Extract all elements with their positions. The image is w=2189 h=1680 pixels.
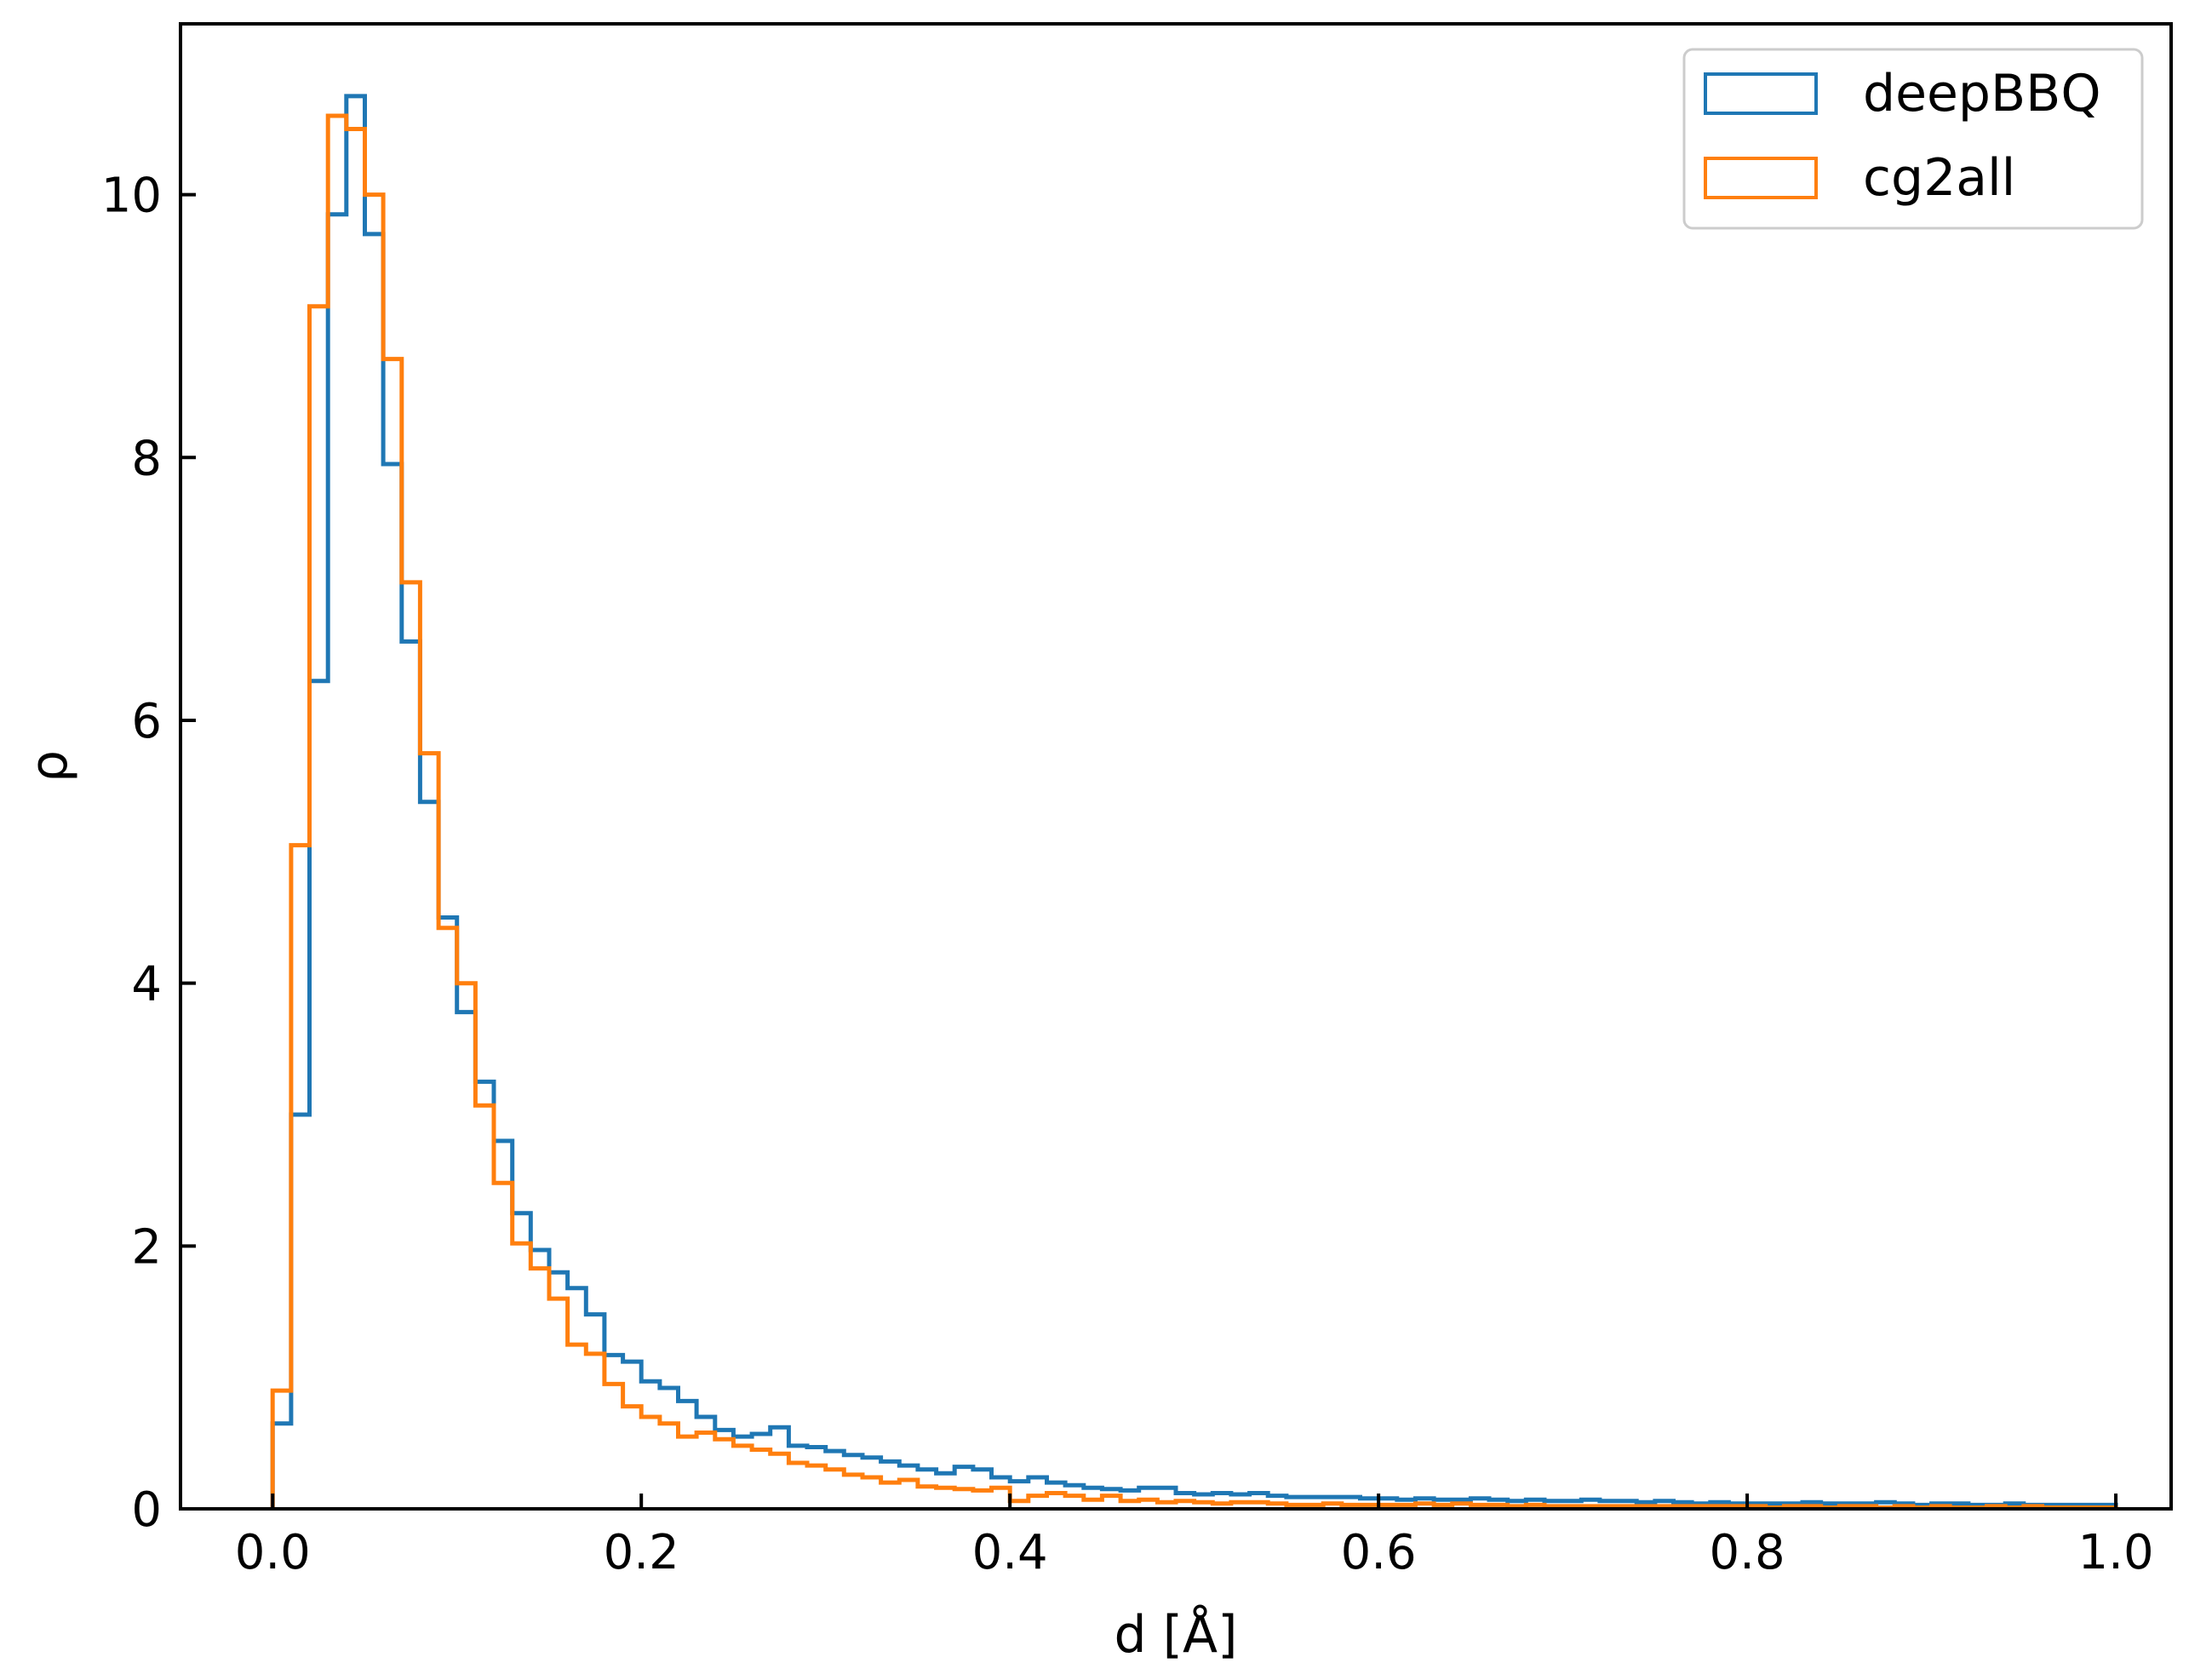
legend-frame [1682,48,2144,230]
x-tick-label: 0.8 [1710,1525,1785,1580]
x-tick-label: 1.0 [2078,1525,2154,1580]
x-axis-label: d [Å] [1114,1604,1237,1665]
plot-frame [179,22,2173,1511]
y-tick-label: 10 [101,169,162,224]
legend-label-deepbbq: deepBBQ [1863,64,2101,123]
series-layer [270,94,2118,1510]
y-tick-label: 2 [131,1219,162,1275]
x-tick-label: 0.2 [604,1525,679,1580]
legend-swatch-deepbbq [1704,72,1818,115]
legend: deepBBQ cg2all [1682,48,2144,230]
x-tick-label: 0.6 [1341,1525,1417,1580]
series-step-cg2all [270,113,2118,1510]
y-tick-label: 6 [131,694,162,749]
series-step-deepbbq [270,94,2118,1509]
x-tick-label: 0.4 [972,1525,1048,1580]
x-tick-label: 0.0 [235,1525,311,1580]
y-axis-label: ρ [20,750,79,783]
y-tick-label: 8 [131,431,162,486]
legend-label-cg2all: cg2all [1863,148,2015,208]
y-tick-label: 0 [131,1482,162,1538]
ticks-layer: 0.0 0.2 0.4 0.6 0.8 1.0 0 2 4 6 8 10 [101,169,2154,1580]
legend-swatch-cg2all [1704,157,1818,199]
y-tick-label: 4 [131,957,162,1012]
